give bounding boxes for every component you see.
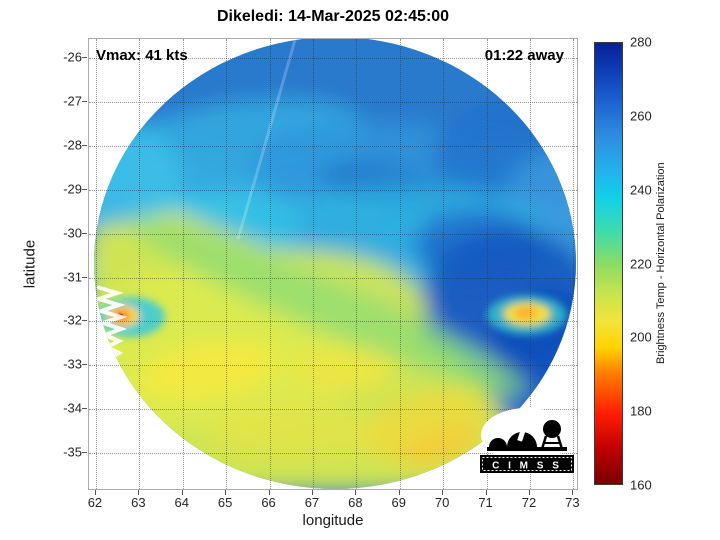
y-tick-label: -30 <box>63 225 82 241</box>
colorbar-tick-label: 240 <box>630 182 652 198</box>
x-tick-label: 68 <box>348 495 363 510</box>
x-tick-mark <box>398 490 400 495</box>
x-tick-mark <box>311 490 313 495</box>
y-tick-mark <box>82 188 87 190</box>
x-tick-mark <box>572 490 574 495</box>
y-tick-label: -29 <box>63 181 82 197</box>
y-tick-mark <box>82 144 87 146</box>
y-tick-mark <box>82 232 87 234</box>
plot-title: Dikeledi: 14-Mar-2025 02:45:00 <box>216 8 450 25</box>
plot-area: C I M S S <box>88 38 578 490</box>
x-tick-label: 63 <box>131 495 146 510</box>
y-tick-mark <box>82 452 87 454</box>
x-axis-label: longitude <box>302 512 364 529</box>
x-tick-mark <box>225 490 227 495</box>
logo-ground <box>487 447 567 451</box>
cimss-logo: C I M S S <box>480 408 574 473</box>
y-tick-mark <box>82 100 87 102</box>
x-tick-mark <box>355 490 357 495</box>
y-tick-label: -26 <box>63 49 82 65</box>
x-tick-label: 70 <box>434 495 450 510</box>
colorbar-tick-label: 180 <box>630 403 652 419</box>
y-tick-label: -34 <box>63 400 82 416</box>
y-tick-label: -28 <box>63 137 82 153</box>
y-tick-label: -27 <box>63 93 82 109</box>
colorbar <box>594 42 623 485</box>
vmax-annotation: Vmax: 41 kts <box>96 47 188 64</box>
y-tick-mark <box>82 56 87 58</box>
x-tick-label: 65 <box>217 495 233 510</box>
x-tick-label: 64 <box>174 495 189 510</box>
x-tick-label: 71 <box>478 495 493 510</box>
x-tick-label: 73 <box>565 495 580 510</box>
y-tick-label: -32 <box>63 312 82 328</box>
x-tick-label: 62 <box>87 495 103 510</box>
colorbar-tick-label: 220 <box>630 256 652 271</box>
colorbar-tick-label: 260 <box>630 108 652 124</box>
x-tick-mark <box>138 490 140 495</box>
logo-small-dome <box>489 438 507 447</box>
x-tick-mark <box>485 490 487 495</box>
time-away-annotation: 01:22 away <box>484 47 564 64</box>
x-tick-mark <box>268 490 270 495</box>
x-tick-label: 72 <box>521 495 537 510</box>
x-tick-mark <box>94 490 96 495</box>
y-tick-mark <box>82 364 87 366</box>
x-tick-mark <box>442 490 444 495</box>
x-tick-label: 66 <box>261 495 276 510</box>
y-tick-mark <box>82 320 87 322</box>
x-tick-mark <box>528 490 530 495</box>
y-tick-label: -35 <box>63 444 82 460</box>
y-tick-label: -31 <box>63 269 82 285</box>
colorbar-tick-label: 200 <box>630 329 652 345</box>
logo-dish <box>543 420 561 438</box>
x-tick-mark <box>181 490 183 495</box>
colorbar-label: Brightness Temp - Horizontal Polarizatio… <box>655 162 667 365</box>
x-tick-label: 67 <box>304 495 320 510</box>
colorbar-tick-label: 160 <box>630 477 652 493</box>
colorbar-tick-label: 280 <box>630 34 652 50</box>
x-tick-label: 69 <box>391 495 406 510</box>
y-tick-mark <box>82 276 87 278</box>
cimss-logo-text: C I M S S <box>492 461 562 472</box>
y-tick-mark <box>82 408 87 410</box>
satellite-swath-image <box>94 39 576 489</box>
y-tick-label: -33 <box>63 356 82 372</box>
